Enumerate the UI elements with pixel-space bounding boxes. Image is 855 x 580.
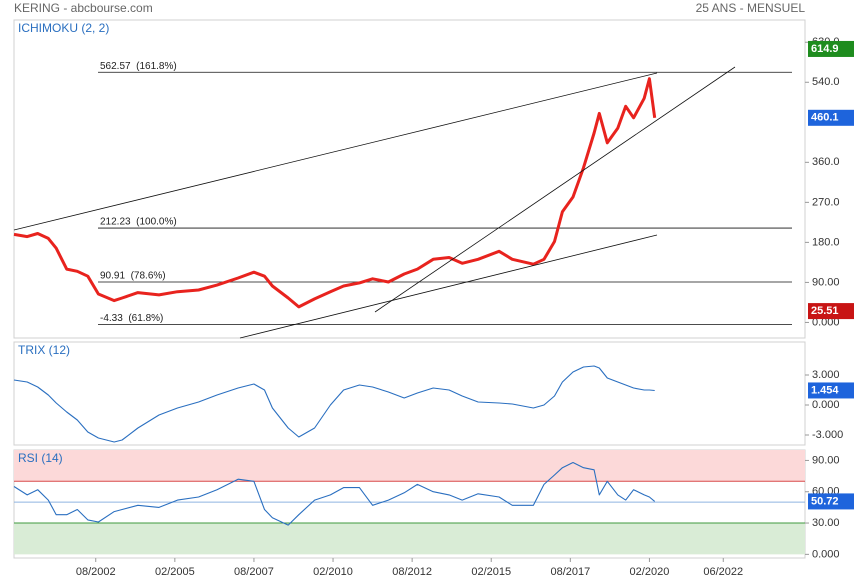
y-tick-label: 90.00 [812, 276, 840, 288]
band [14, 523, 805, 555]
trend-line [374, 66, 736, 313]
panel-frame [13, 19, 806, 339]
x-tick-label: 02/2020 [630, 566, 670, 578]
value-marker [808, 303, 854, 320]
value-marker-label: 50.72 [811, 495, 839, 507]
y-tick-label: 3.000 [812, 369, 840, 381]
value-marker-label: 460.1 [811, 112, 839, 124]
value-marker [808, 109, 854, 126]
y-tick-label: 180.0 [812, 236, 840, 248]
header-period: 25 ANS - MENSUEL [696, 1, 806, 15]
x-tick-label: 02/2015 [471, 566, 511, 578]
panel-frame [13, 341, 806, 446]
y-tick-label: 90.00 [812, 454, 840, 466]
x-tick-label: 06/2022 [703, 566, 743, 578]
series-line [13, 365, 655, 443]
x-tick-label: 02/2005 [155, 566, 195, 578]
y-tick-label: 360.0 [812, 156, 840, 168]
panels: ICHIMOKU (2, 2) 0.000 90.00 180.0 270.0 360.0… [13, 19, 843, 578]
y-tick-label: 0.000 [812, 548, 840, 560]
x-tick-label: 08/2002 [76, 566, 116, 578]
x-tick-label: 02/2010 [313, 566, 353, 578]
value-marker [808, 493, 854, 510]
panel-title: RSI (14) [18, 451, 63, 465]
x-tick-label: 08/2012 [392, 566, 432, 578]
x-tick-label: 08/2007 [234, 566, 274, 578]
y-tick-label: 540.0 [812, 76, 840, 88]
panel-title: TRIX (12) [18, 343, 70, 357]
band [14, 450, 805, 482]
y-tick-label: -3.000 [812, 429, 843, 441]
fibonacci-label: 90.91 (78.6%) [100, 271, 166, 282]
header-title: KERING - abcbourse.com [14, 1, 153, 15]
fibonacci-label: 562.57 (161.8%) [100, 61, 177, 72]
series-line [13, 461, 656, 526]
y-tick-label: 0.000 [812, 316, 840, 328]
value-marker [808, 40, 854, 57]
y-tick-label: 270.0 [812, 196, 840, 208]
panel-title: ICHIMOKU (2, 2) [18, 21, 109, 35]
value-marker-label: 1.454 [811, 384, 839, 396]
x-tick-label: 08/2017 [550, 566, 590, 578]
value-marker-label: 25.51 [811, 305, 839, 317]
fibonacci-label: 212.23 (100.0%) [100, 217, 177, 228]
overlay: 614.9 460.1 25.51 1.454 50.72 [808, 40, 854, 510]
fibonacci-label: -4.33 (61.8%) [100, 313, 163, 324]
trend-line [13, 72, 658, 231]
value-marker-label: 614.9 [811, 43, 839, 55]
value-marker [808, 382, 854, 399]
y-tick-label: 0.000 [812, 399, 840, 411]
series-line [13, 77, 657, 309]
trend-line [239, 234, 658, 339]
y-tick-label: 30.00 [812, 517, 840, 529]
trend-lines [13, 66, 736, 339]
